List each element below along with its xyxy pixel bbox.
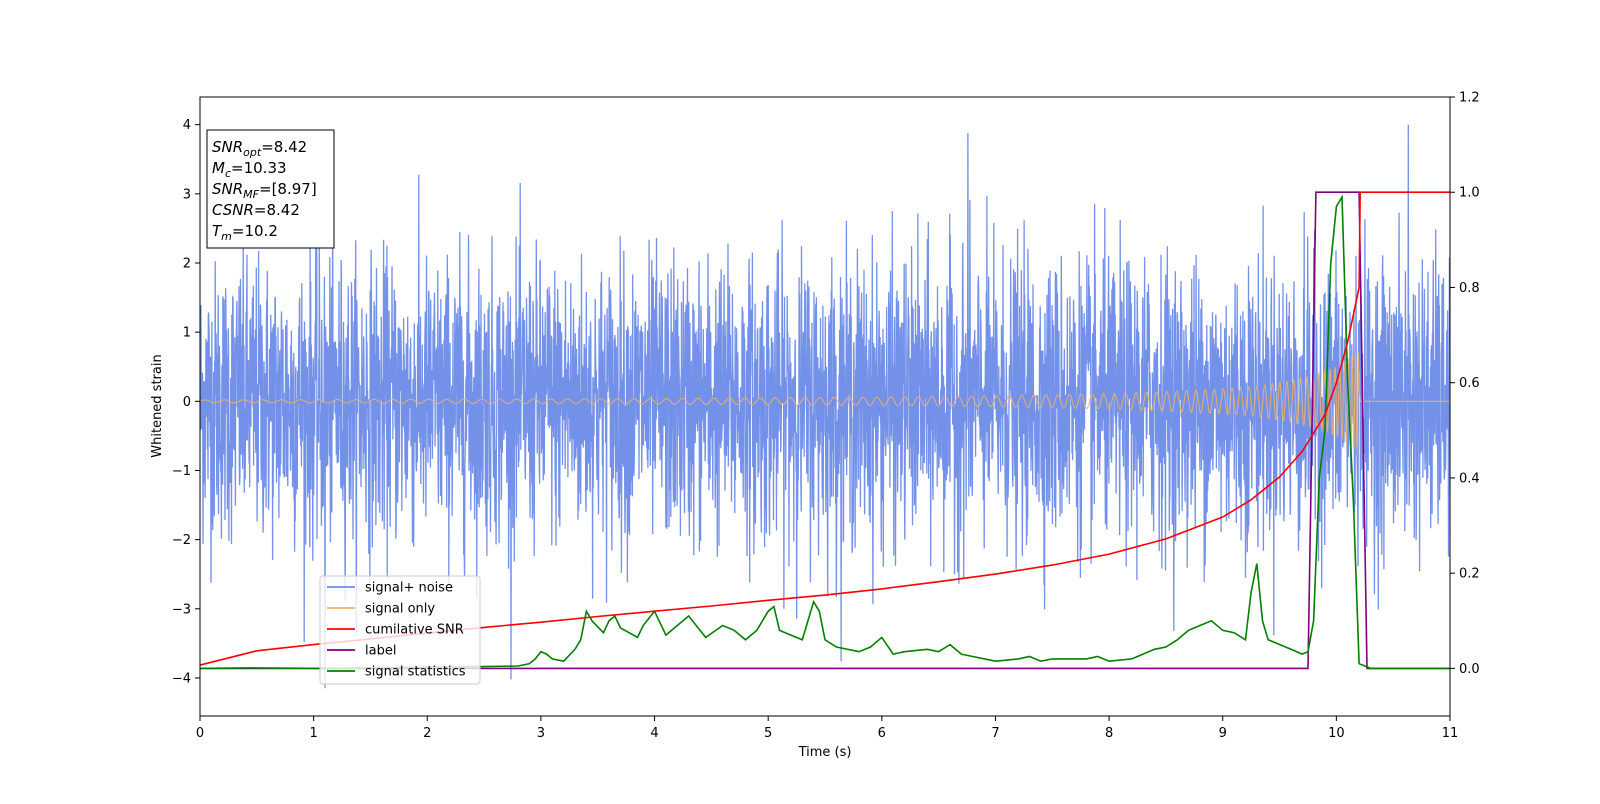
y-right-tick-label: 0.6 — [1459, 376, 1480, 391]
x-tick-label: 3 — [537, 726, 545, 741]
info-line: SNRMF=[8.97] — [212, 180, 317, 201]
x-tick-label: 11 — [1442, 726, 1459, 741]
x-tick-label: 6 — [878, 726, 886, 741]
info-box-frame — [206, 129, 335, 249]
info-box: SNRopt=8.42Mc=10.33SNRMF=[8.97]CSNR=8.42… — [206, 129, 335, 249]
x-tick-label: 8 — [1105, 726, 1113, 741]
y-tick-label: −3 — [172, 602, 191, 617]
info-line: CSNR=8.42 — [212, 201, 300, 219]
x-tick-label: 9 — [1219, 726, 1227, 741]
y-right-tick-label: 0.8 — [1459, 281, 1480, 296]
legend-frame — [319, 575, 481, 685]
series-signal-only — [200, 352, 1450, 450]
legend-entry: cumilative SNR — [365, 623, 464, 638]
legend-entry: signal only — [365, 602, 435, 617]
y-right-tick-label: 1.2 — [1459, 91, 1480, 106]
legend-entry: label — [365, 644, 396, 659]
x-tick-label: 10 — [1328, 726, 1345, 741]
info-line: SNRopt=8.42 — [212, 138, 307, 159]
y-tick-label: −4 — [172, 671, 191, 686]
series-signal-noise — [200, 124, 1450, 689]
y-tick-label: 0 — [183, 395, 191, 410]
y-right-tick-label: 0.2 — [1459, 567, 1480, 582]
x-tick-label: 2 — [423, 726, 431, 741]
x-tick-label: 5 — [764, 726, 772, 741]
y-axis-label: Whitened strain — [150, 354, 165, 457]
info-line: Mc=10.33 — [212, 159, 287, 180]
axes: 0 1 2 3 4 5 6 7 8 9 10 11 −4 −3 −2 −1 0 1 2 3 4 0.0 0.2 0.4 0.6 0… — [172, 91, 1480, 742]
x-tick-label: 1 — [309, 726, 317, 741]
y-tick-label: −1 — [172, 464, 191, 479]
legend-entry: signal+ noise — [365, 581, 453, 596]
y-tick-label: 1 — [183, 326, 191, 341]
x-axis-label: Time (s) — [798, 745, 852, 760]
x-tick-label: 7 — [991, 726, 999, 741]
x-tick-label: 4 — [650, 726, 658, 741]
legend-entry: signal statistics — [365, 665, 466, 680]
y-tick-label: 3 — [183, 187, 191, 202]
x-tick-label: 0 — [196, 726, 204, 741]
legend: signal+ noise signal only cumilative SNR la… — [319, 575, 481, 685]
y-right-tick-label: 1.0 — [1459, 186, 1480, 201]
y-right-tick-label: 0.4 — [1459, 471, 1480, 486]
plot-frame — [199, 96, 1451, 717]
y-tick-label: −2 — [172, 533, 191, 548]
y-tick-label: 4 — [183, 118, 191, 133]
series-signal-statistics — [200, 194, 1450, 670]
y-right-tick-label: 0.0 — [1459, 662, 1480, 677]
info-line: Tm=10.2 — [212, 222, 278, 243]
y-tick-label: 2 — [183, 256, 191, 271]
